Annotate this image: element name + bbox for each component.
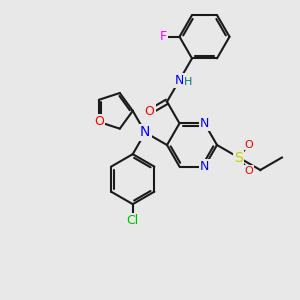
Text: N: N (140, 125, 150, 140)
Text: S: S (234, 151, 243, 164)
Text: N: N (200, 117, 209, 130)
Text: N: N (175, 74, 184, 86)
Text: H: H (184, 77, 193, 87)
Text: N: N (200, 160, 209, 173)
Text: O: O (244, 140, 253, 149)
Text: O: O (244, 166, 253, 176)
Text: O: O (94, 116, 104, 128)
Text: Cl: Cl (127, 214, 139, 227)
Text: F: F (160, 30, 167, 43)
Text: O: O (145, 105, 154, 118)
